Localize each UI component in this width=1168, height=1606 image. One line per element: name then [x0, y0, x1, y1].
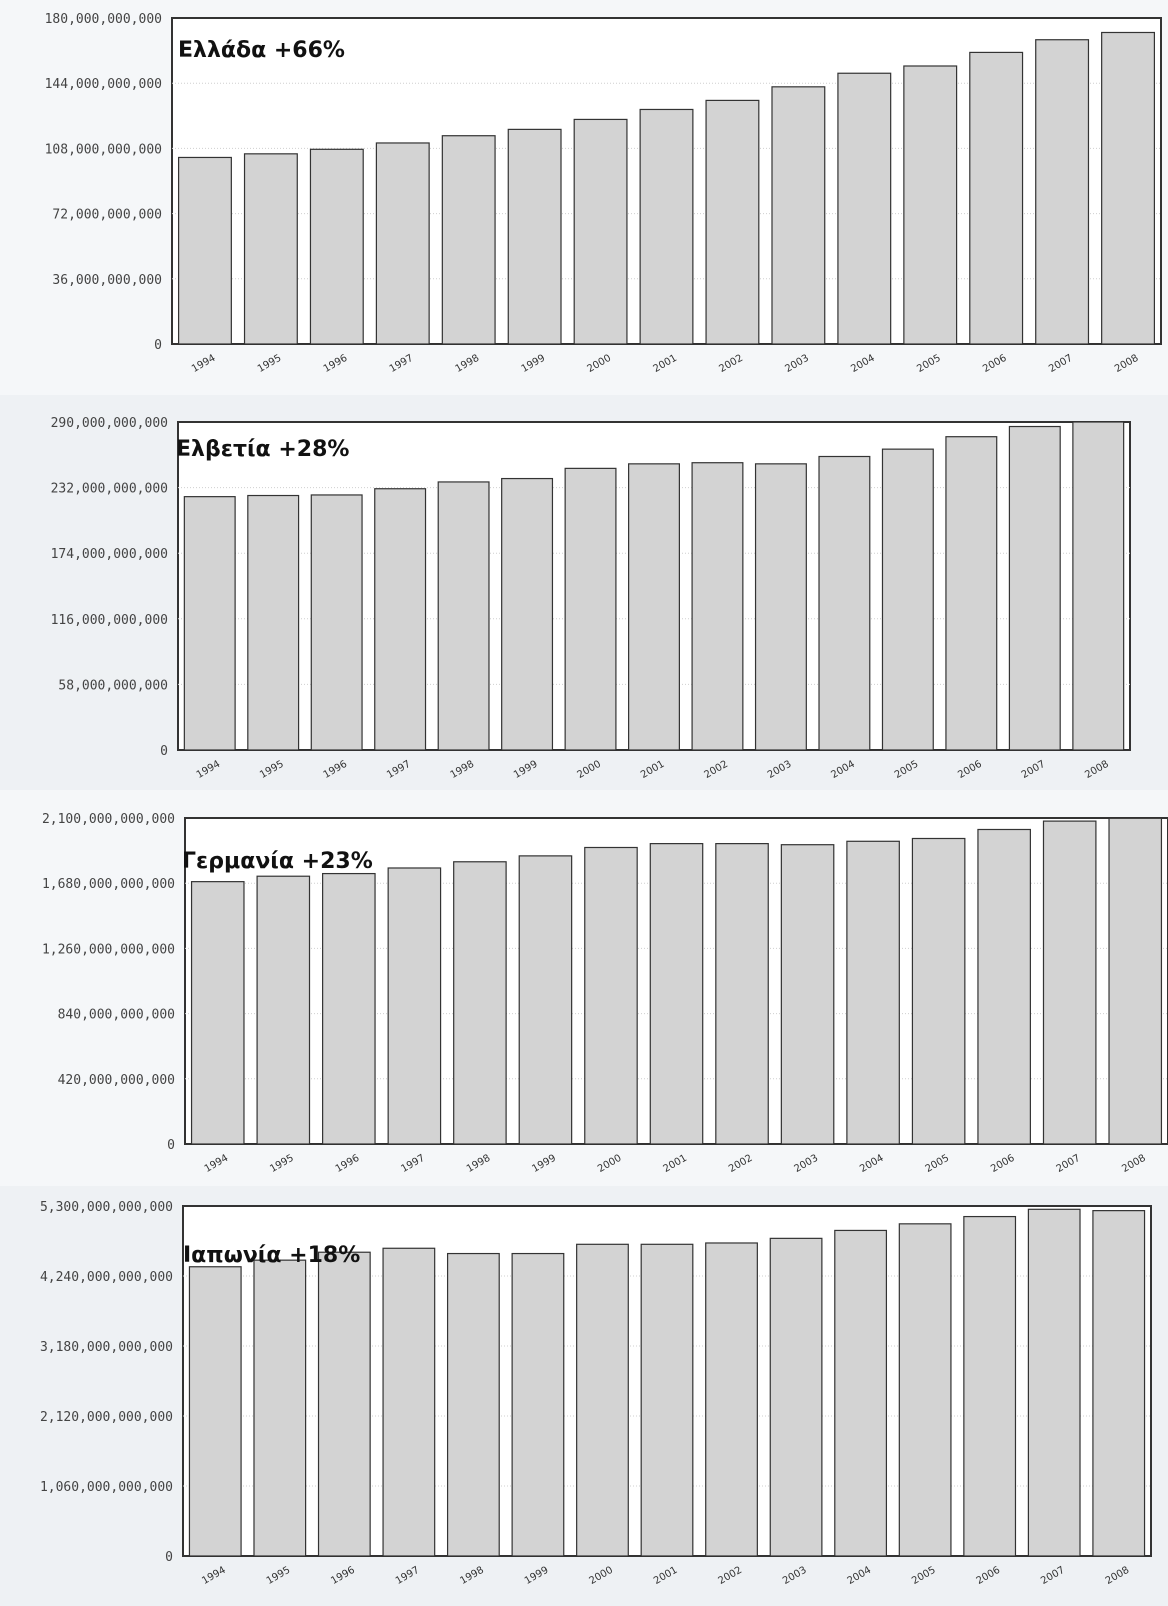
bar-1998	[446, 1252, 500, 1557]
bar-1998	[441, 135, 496, 345]
bar-1997	[382, 1247, 436, 1557]
chart-panel-2: 0 420,000,000,000 840,000,000,000 1,260,000…	[0, 790, 1168, 1186]
y-tick-label: 3,180,000,000,000	[40, 1340, 173, 1355]
bar-2000	[576, 1243, 629, 1557]
bar-2005	[898, 1223, 952, 1557]
y-tick-label: 4,240,000,000,000	[40, 1270, 173, 1285]
bar-1997	[375, 142, 430, 345]
y-tick-label: 2,120,000,000,000	[40, 1410, 173, 1425]
bar-1995	[243, 153, 298, 345]
bar-2001	[649, 843, 704, 1145]
y-tick-label: 290,000,000,000	[51, 416, 168, 431]
bar-1999	[511, 1252, 565, 1557]
y-tick-label: 174,000,000,000	[51, 547, 168, 562]
bar-1999	[501, 477, 554, 751]
y-tick-label: 180,000,000,000	[45, 12, 162, 27]
bar-1998	[453, 861, 507, 1145]
y-tick-label: 420,000,000,000	[58, 1073, 175, 1088]
chart-panel-0: 0 36,000,000,000 72,000,000,000 108,000,000…	[0, 0, 1168, 395]
bar-2007	[1035, 39, 1090, 345]
bar-2003	[771, 86, 826, 345]
bar-2001	[639, 108, 694, 345]
y-tick-label: 1,680,000,000,000	[42, 877, 175, 892]
bar-1999	[507, 128, 562, 345]
bar-1999	[518, 855, 573, 1145]
bar-2004	[834, 1229, 888, 1557]
bar-2002	[715, 843, 769, 1145]
chart-panel-1: 0 58,000,000,000 116,000,000,000 174,000,00…	[0, 395, 1168, 790]
bar-1995	[247, 494, 300, 751]
bar-2006	[969, 51, 1024, 345]
bar-1996	[309, 148, 364, 345]
y-tick-label: 1,060,000,000,000	[40, 1480, 173, 1495]
y-tick-label: 1,260,000,000,000	[42, 942, 175, 957]
y-tick-label: 108,000,000,000	[45, 142, 162, 157]
y-tick-label: 0	[165, 1550, 173, 1565]
y-tick-label: 0	[167, 1138, 175, 1153]
bar-2005	[903, 65, 958, 345]
bar-1997	[387, 867, 442, 1145]
bar-1996	[317, 1251, 371, 1557]
chart-panel-3: 0 1,060,000,000,000 2,120,000,000,000 3,180…	[0, 1186, 1168, 1606]
bar-1997	[374, 488, 427, 751]
bar-2003	[769, 1237, 823, 1557]
bar-1996	[310, 494, 363, 751]
bar-2001	[640, 1243, 694, 1557]
bar-1995	[256, 875, 311, 1145]
y-tick-label: 0	[154, 338, 162, 353]
y-tick-label: 36,000,000,000	[52, 273, 162, 288]
bar-2007	[1042, 820, 1097, 1145]
y-tick-label: 232,000,000,000	[51, 482, 168, 497]
bar-2007	[1027, 1208, 1081, 1557]
y-tick-label: 144,000,000,000	[45, 77, 162, 92]
bar-1998	[437, 481, 490, 751]
bar-2003	[754, 463, 807, 751]
bar-2002	[691, 462, 744, 751]
bar-2000	[584, 846, 638, 1145]
bar-2004	[837, 72, 892, 345]
bar-2000	[564, 467, 617, 751]
y-tick-label: 116,000,000,000	[51, 613, 168, 628]
y-tick-label: 5,300,000,000,000	[40, 1200, 173, 1215]
bar-2002	[705, 1242, 758, 1557]
bar-2006	[945, 436, 998, 751]
bar-2008	[1101, 31, 1156, 345]
chart-title: Ιαπωνία +18%	[183, 1243, 360, 1268]
y-tick-label: 840,000,000,000	[58, 1008, 175, 1023]
bar-2004	[818, 455, 871, 751]
bar-2008	[1092, 1210, 1146, 1557]
bar-2008	[1072, 421, 1125, 751]
bar-2004	[846, 840, 900, 1145]
bar-2003	[780, 844, 835, 1145]
y-tick-label: 58,000,000,000	[58, 678, 168, 693]
y-tick-label: 2,100,000,000,000	[42, 812, 175, 827]
bar-2005	[881, 448, 934, 751]
bar-2002	[705, 99, 760, 345]
chart-title: Ελβετία +28%	[176, 437, 349, 462]
chart-title: Γερμανία +23%	[182, 849, 373, 874]
bar-2000	[573, 118, 628, 345]
chart-title: Ελλάδα +66%	[178, 38, 345, 63]
bar-2001	[628, 463, 680, 751]
bar-2008	[1108, 817, 1163, 1145]
bar-1994	[190, 881, 245, 1145]
bar-1995	[253, 1259, 307, 1557]
bar-2006	[963, 1215, 1017, 1557]
bar-1996	[322, 872, 376, 1145]
bar-1994	[177, 156, 232, 345]
bar-1994	[183, 496, 236, 751]
y-tick-label: 72,000,000,000	[52, 208, 162, 223]
bar-2005	[911, 837, 966, 1145]
bar-2007	[1008, 425, 1061, 751]
bar-1994	[188, 1266, 242, 1557]
bar-2006	[977, 828, 1031, 1145]
y-tick-label: 0	[160, 744, 168, 759]
